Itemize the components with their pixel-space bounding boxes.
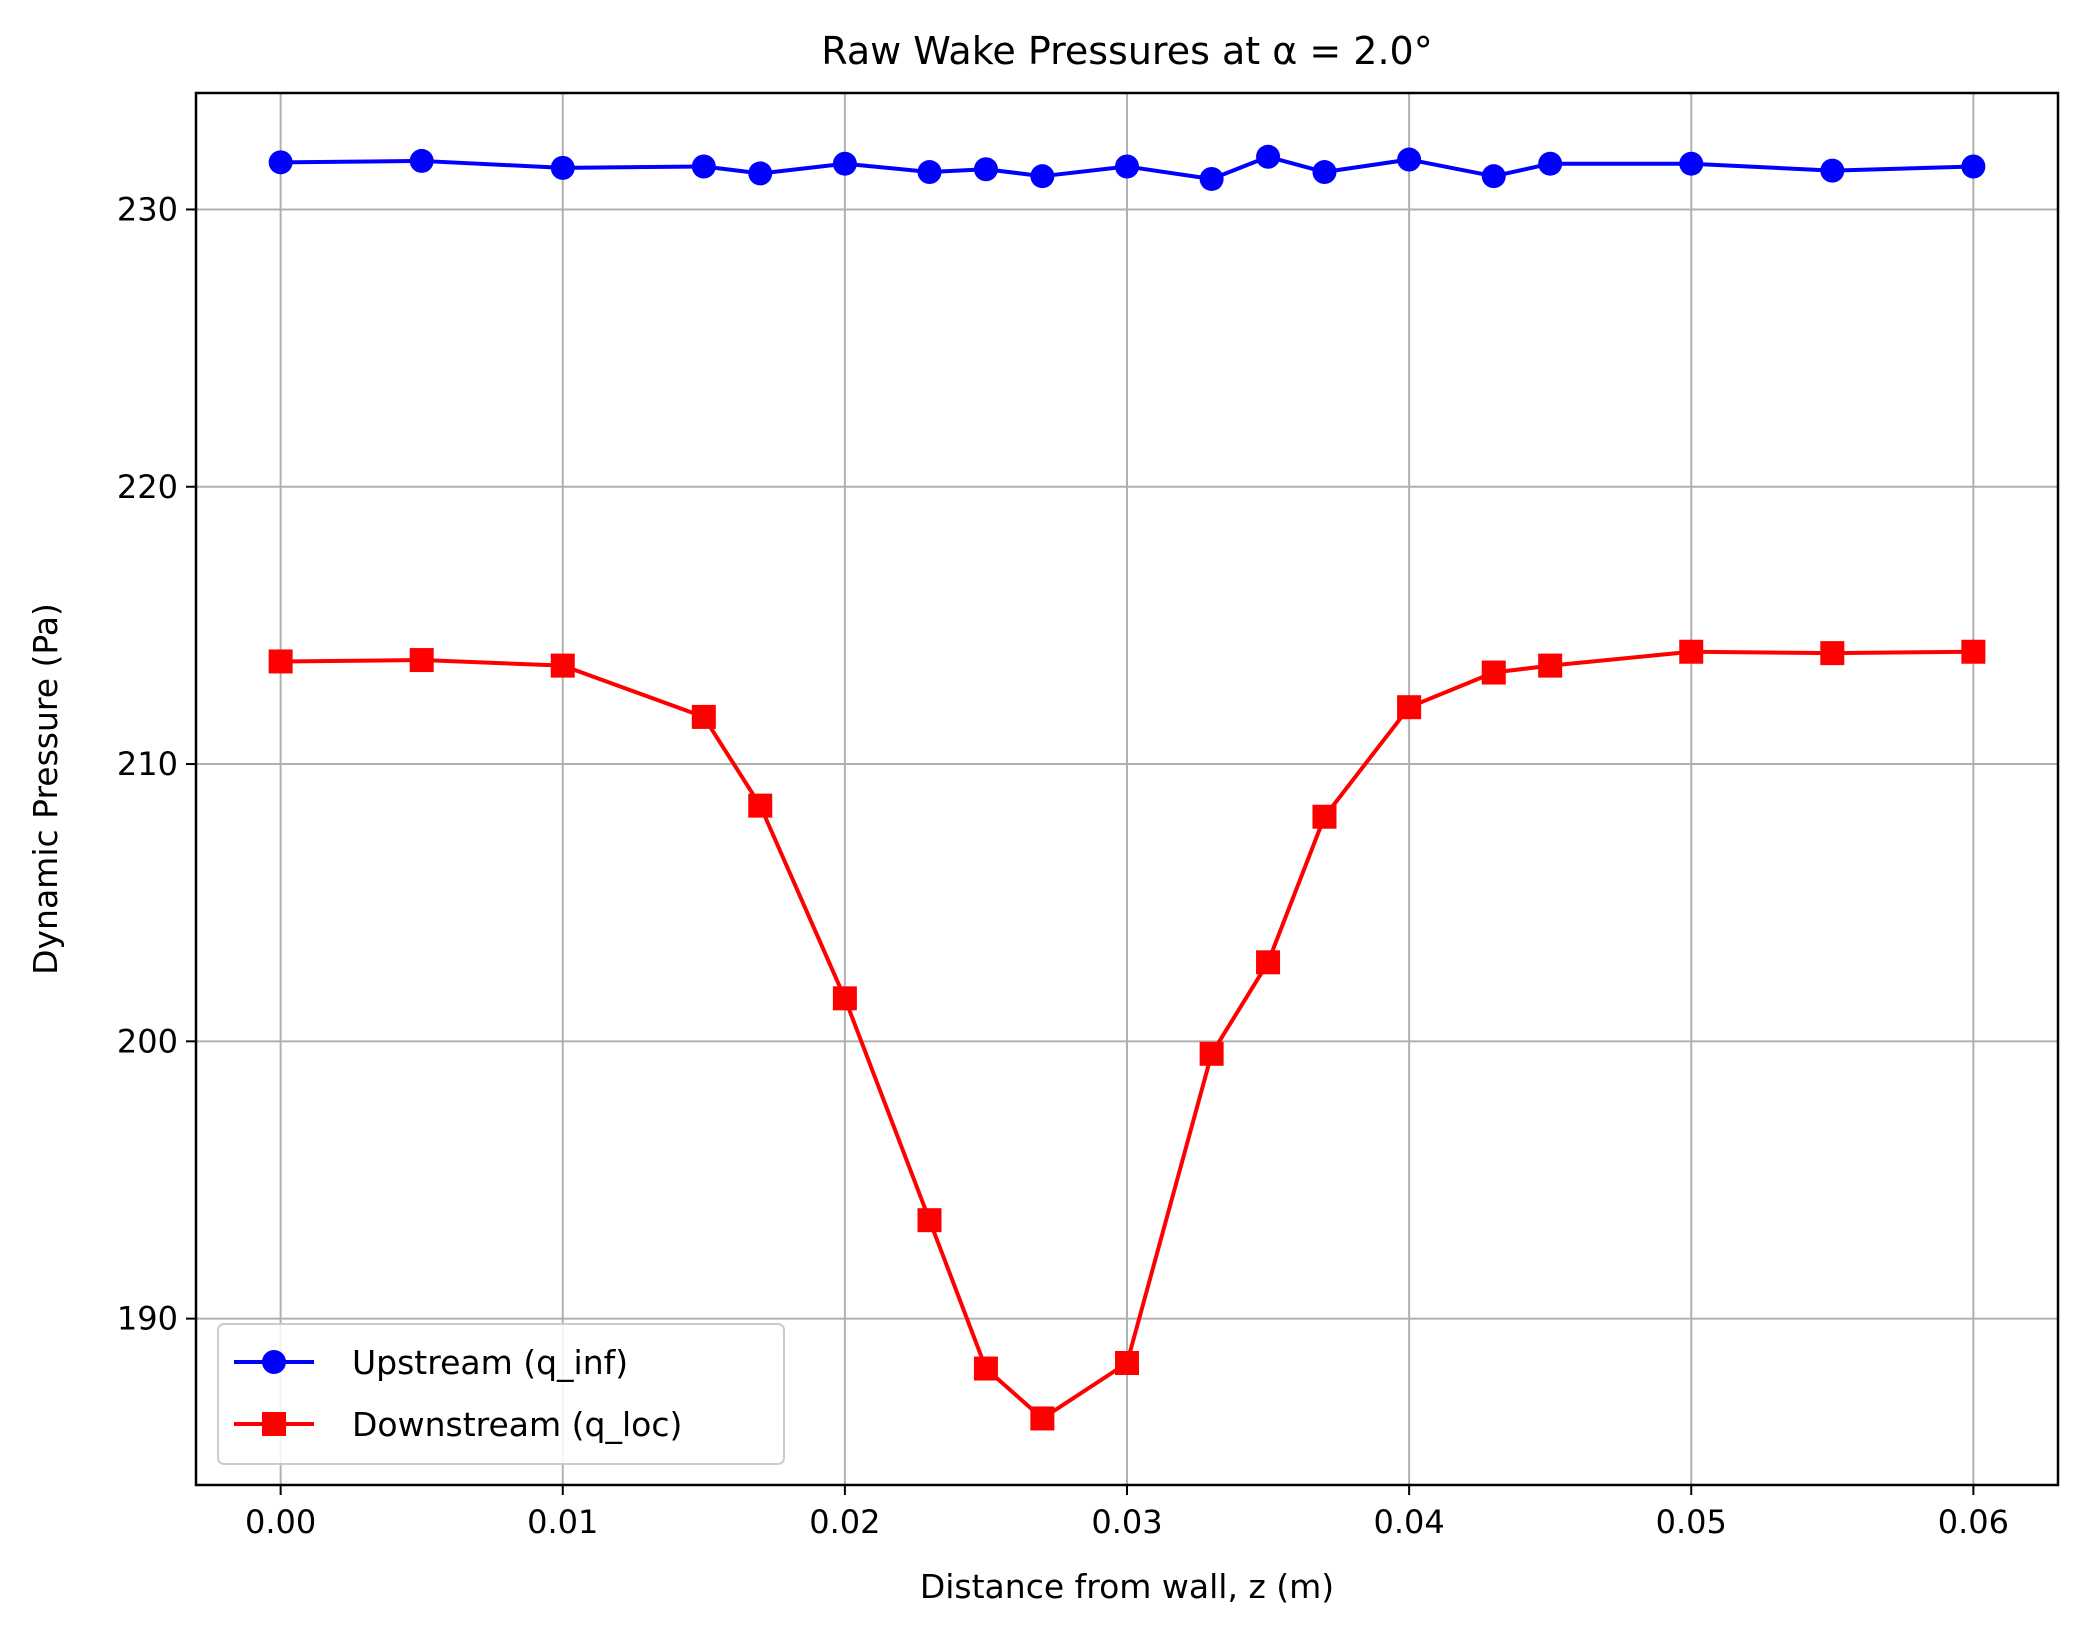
data-point <box>1679 151 1704 176</box>
legend-label: Downstream (q_loc) <box>352 1405 682 1444</box>
data-point <box>1397 695 1422 720</box>
y-tick-label: 190 <box>117 1300 178 1338</box>
data-point <box>409 148 434 173</box>
legend-item: Downstream (q_loc) <box>234 1405 682 1444</box>
x-tick-label: 0.02 <box>809 1503 880 1541</box>
series-layer <box>268 144 1986 1431</box>
data-point <box>1679 639 1704 664</box>
chart-title: Raw Wake Pressures at α = 2.0° <box>821 29 1432 73</box>
legend-label: Upstream (q_inf) <box>352 1343 628 1382</box>
ticks: 0.00 0.01 0.02 0.03 0.04 0.05 0.06 190 200 210 220… <box>117 190 2009 1541</box>
data-point <box>748 793 773 818</box>
data-point <box>1538 653 1563 678</box>
x-tick-label: 0.05 <box>1656 1503 1727 1541</box>
x-tick-label: 0.03 <box>1091 1503 1162 1541</box>
data-point <box>1481 660 1506 685</box>
data-point <box>1030 164 1055 189</box>
data-point <box>1256 950 1281 975</box>
legend-box <box>217 1323 785 1465</box>
x-tick-label: 0.06 <box>1938 1503 2009 1541</box>
x-tick-label: 0.04 <box>1373 1503 1444 1541</box>
data-point <box>1115 154 1139 179</box>
data-point <box>973 1356 998 1381</box>
legend-marker <box>262 1350 286 1374</box>
data-point <box>1030 1406 1055 1431</box>
data-point <box>409 648 434 673</box>
legend-marker <box>262 1412 286 1436</box>
legend: Upstream (q_inf) Downstream (q_loc) <box>217 1323 785 1465</box>
data-point <box>550 653 575 678</box>
data-point <box>1256 144 1281 169</box>
data-point <box>1820 158 1845 183</box>
y-axis-label: Dynamic Pressure (Pa) <box>26 603 65 975</box>
data-point <box>1115 1350 1139 1375</box>
x-axis-label: Distance from wall, z (m) <box>920 1567 1334 1606</box>
data-point <box>1961 154 1986 179</box>
data-point <box>550 155 575 180</box>
data-point <box>268 649 293 674</box>
data-point <box>1961 639 1986 664</box>
data-point <box>1538 151 1563 176</box>
data-point <box>1397 147 1422 172</box>
data-point <box>691 154 716 179</box>
y-tick-label: 210 <box>117 745 178 783</box>
y-tick-label: 230 <box>117 190 178 228</box>
data-point <box>691 704 716 729</box>
data-point <box>832 986 857 1011</box>
x-tick-label: 0.01 <box>527 1503 598 1541</box>
series-0 <box>268 144 1986 191</box>
y-tick-label: 200 <box>117 1022 178 1060</box>
data-point <box>1312 160 1337 185</box>
data-point <box>1481 164 1506 189</box>
data-point <box>1312 804 1337 829</box>
data-point <box>832 151 857 176</box>
data-point <box>268 150 293 175</box>
data-point <box>917 160 942 185</box>
data-point <box>917 1208 942 1233</box>
legend-item: Upstream (q_inf) <box>234 1343 628 1382</box>
x-tick-label: 0.00 <box>245 1503 316 1541</box>
data-point <box>1820 641 1845 666</box>
data-point <box>1199 166 1224 191</box>
series-1 <box>268 639 1986 1431</box>
data-point <box>1199 1041 1224 1066</box>
grid <box>196 93 2058 1485</box>
data-point <box>973 157 998 182</box>
y-tick-label: 220 <box>117 468 178 506</box>
data-point <box>748 161 773 186</box>
